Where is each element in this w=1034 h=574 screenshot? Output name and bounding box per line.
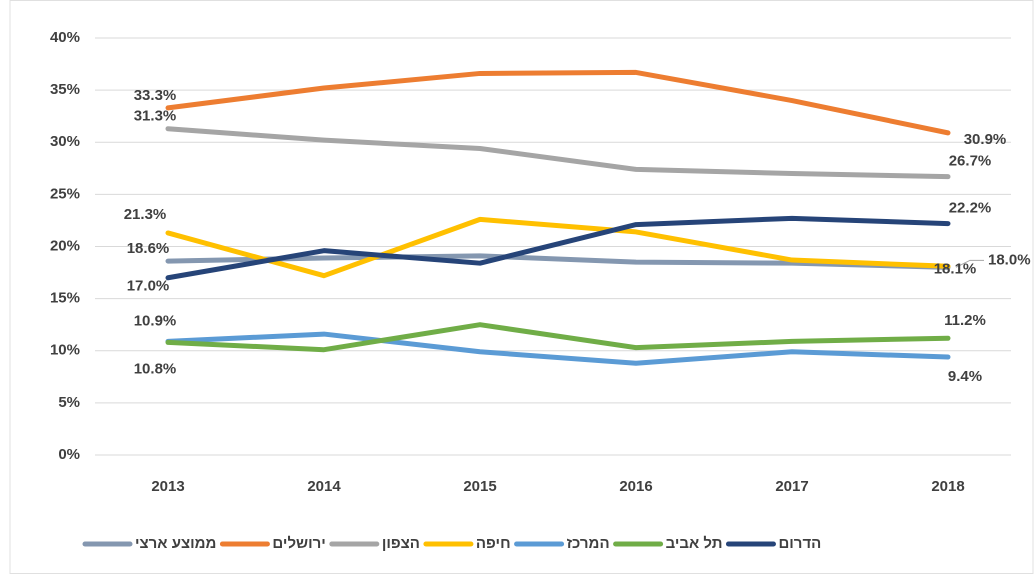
data-label: 18.0%	[988, 251, 1031, 268]
x-tick-label: 2017	[775, 478, 808, 495]
y-tick-label: 35%	[50, 81, 80, 98]
lines	[165, 69, 951, 366]
grid: 0% 5% 10% 15% 20% 25% 30% 35% 40% 2013 2014 2015 201…	[50, 29, 1011, 495]
data-label: 18.1%	[934, 260, 977, 277]
data-label: 33.3%	[134, 87, 177, 104]
chart-frame	[9, 0, 1034, 574]
data-label: 21.3%	[124, 206, 167, 223]
data-label: 18.6%	[127, 240, 170, 257]
series-line	[165, 331, 951, 366]
legend-label: תל אביב	[666, 535, 723, 552]
y-tick-label: 20%	[50, 237, 80, 254]
x-tick-label: 2013	[151, 478, 184, 495]
data-label: 9.4%	[948, 368, 982, 385]
x-tick-label: 2015	[463, 478, 496, 495]
data-label: 30.9%	[964, 131, 1007, 148]
y-tick-label: 40%	[50, 29, 80, 46]
data-label: 10.8%	[134, 360, 177, 377]
legend: ממוצע ארצי ירושלים הצפון חיפה המרכז תל אביב הד…	[82, 535, 821, 552]
x-tick-label: 2016	[619, 478, 652, 495]
labels: 18.6% 18.0% 33.3% 30.9% 31.3% 26.7% 21.3% 18.1%…	[124, 87, 1031, 385]
data-label: 17.0%	[127, 278, 170, 295]
legend-label: ירושלים	[272, 535, 325, 552]
data-label: 31.3%	[134, 108, 177, 125]
legend-label: חיפה	[476, 535, 511, 552]
series-line	[165, 216, 951, 279]
series-line	[165, 69, 951, 136]
series-line	[165, 322, 951, 353]
y-tick-label: 10%	[50, 342, 80, 359]
legend-label: הצפון	[382, 535, 420, 552]
data-label: 22.2%	[949, 200, 992, 217]
x-tick-label: 2014	[307, 478, 341, 495]
data-label: 11.2%	[944, 312, 986, 329]
series-line	[165, 126, 951, 180]
series-line	[165, 215, 951, 281]
data-label: 26.7%	[949, 153, 992, 170]
series-line	[165, 253, 951, 270]
data-label: 10.9%	[134, 312, 177, 329]
y-tick-label: 15%	[50, 290, 80, 307]
x-tick-label: 2018	[931, 478, 964, 495]
legend-label: המרכז	[567, 535, 610, 552]
legend-label: ממוצע ארצי	[135, 535, 216, 552]
legend-label: הדרום	[778, 535, 821, 552]
y-tick-label: 0%	[58, 446, 80, 463]
leader-line	[955, 259, 984, 268]
y-tick-label: 5%	[58, 394, 80, 411]
y-tick-label: 25%	[50, 185, 80, 202]
y-tick-label: 30%	[50, 133, 80, 150]
